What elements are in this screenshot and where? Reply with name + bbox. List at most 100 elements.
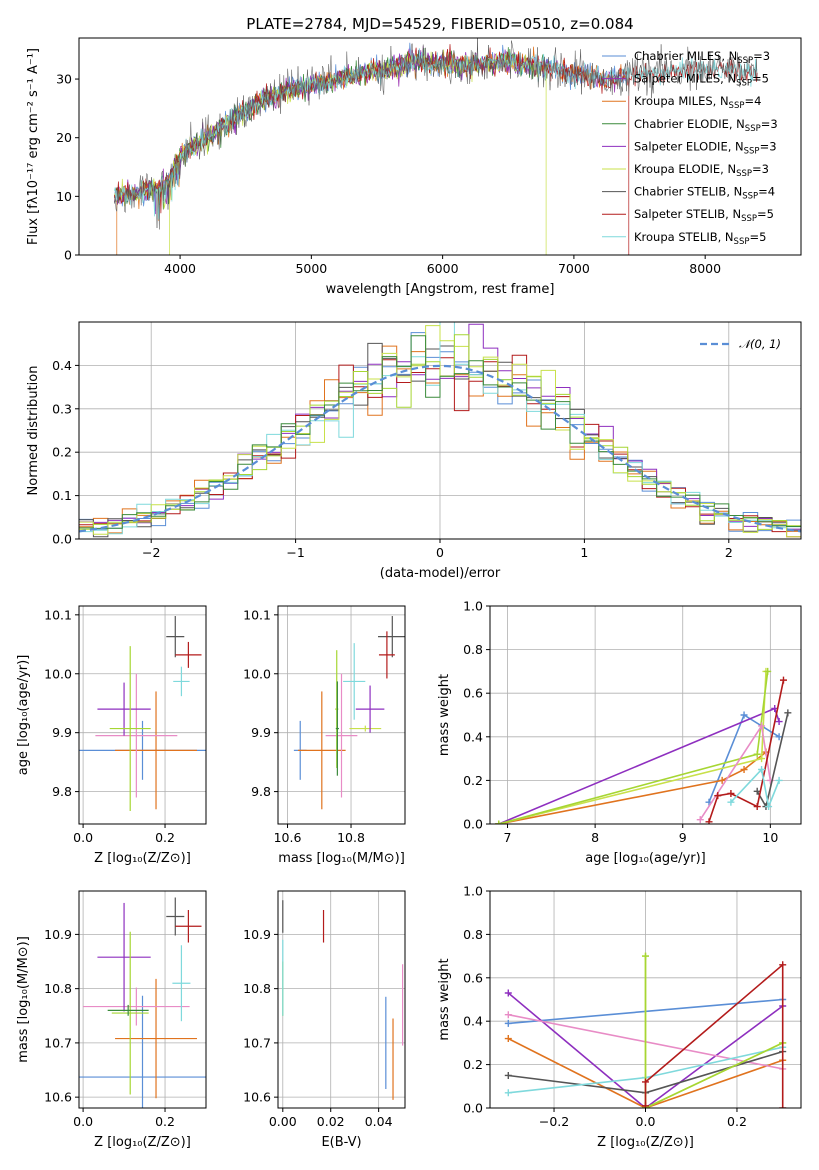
weight-marker: [779, 676, 787, 684]
y-tick-label: 0.6: [463, 686, 483, 701]
y-tick-label: 20: [56, 130, 72, 145]
x-tick-label: 7: [504, 830, 512, 845]
errorbar-point: [378, 631, 395, 679]
figure-title: PLATE=2784, MJD=54529, FIBERID=0510, z=0…: [246, 15, 633, 33]
weight-marker: [504, 1089, 512, 1097]
legend-count: =4: [744, 94, 761, 108]
weight-marker: [696, 816, 704, 824]
weight-line: [708, 679, 785, 823]
x-tick-label: −1: [286, 545, 304, 560]
legend-subscript: SSP: [736, 79, 752, 89]
y-tick-label: 1.0: [463, 884, 483, 899]
weight-line: [498, 671, 769, 824]
legend-subscript: SSP: [745, 124, 761, 134]
weight-marker: [504, 989, 512, 997]
y-tick-label: 30: [56, 72, 72, 87]
y-tick-label: 0.0: [463, 1101, 483, 1116]
y-tick-label: 10.6: [44, 1090, 72, 1105]
x-tick-label: 0.0: [73, 1114, 93, 1129]
x-tick-label: 8: [591, 830, 599, 845]
weight-line: [507, 1037, 783, 1108]
errorbar-point: [97, 902, 151, 1012]
weight-marker: [764, 667, 772, 675]
weight-line: [644, 956, 784, 1108]
errorbar-point: [335, 681, 339, 776]
x-tick-label: 0.02: [317, 1114, 345, 1129]
y-tick-label: 10.8: [44, 981, 72, 996]
z-weight-frame: [489, 890, 802, 1109]
x-axis-label: mass [log₁₀(M/M⊙)]: [278, 851, 405, 866]
errorbar-point: [109, 646, 151, 812]
ebv-mass-errorbars: [282, 900, 404, 1100]
x-tick-label: 8000: [689, 261, 721, 276]
legend-subscript: SSP: [737, 56, 753, 66]
y-tick-label: 0: [64, 248, 72, 263]
weight-marker: [758, 766, 766, 773]
legend-subscript: SSP: [729, 101, 745, 111]
weight-marker: [753, 803, 761, 811]
y-tick-label: 10.0: [44, 666, 72, 681]
weight-marker: [740, 711, 748, 719]
legend-entry: Kroupa ELODIE, NSSP=3: [634, 162, 769, 179]
weight-marker: [784, 709, 792, 717]
residuals-axes: −2 −1 0 1 2 0.0 0.1 0.2 0.3 0.4 (data-model)/error…: [26, 322, 801, 581]
y-tick-label: 10.7: [44, 1035, 72, 1050]
x-axis-label: wavelength [Angstrom, rest frame]: [326, 282, 555, 297]
legend-subscript: SSP: [744, 146, 760, 156]
errorbar-point: [175, 641, 202, 668]
legend-entry: Kroupa STELIB, NSSP=5: [634, 230, 766, 247]
legend-count: =3: [753, 49, 770, 63]
spectrum-axes: 4000 5000 6000 7000 8000 0 10 20 30 wavelength [A…: [26, 48, 721, 297]
y-tick-label: 9.8: [52, 784, 72, 799]
x-axis-label: Z [log₁₀(Z/Z⊙)]: [94, 1135, 191, 1150]
legend-subscript: SSP: [742, 192, 758, 202]
x-tick-label: 9: [679, 830, 687, 845]
weight-marker: [718, 776, 726, 784]
y-tick-label: 0.0: [52, 532, 72, 547]
mass-age-axes: 10.6 10.8 9.8 9.9 10.0 10.1 mass [log₁₀(M/M⊙)]: [243, 606, 405, 866]
weight-line: [644, 963, 784, 1108]
residual-histograms: [79, 322, 801, 538]
histogram-step: [79, 335, 801, 538]
x-axis-label: age [log₁₀(age/yr)]: [585, 851, 706, 866]
weight-marker: [504, 1071, 512, 1079]
spectrum-line: [114, 38, 758, 230]
legend-count: =3: [752, 162, 769, 176]
age-weight-frame: [489, 605, 802, 825]
x-tick-label: 1: [580, 545, 588, 560]
y-tick-label: 10.9: [243, 927, 271, 942]
weight-marker: [753, 750, 761, 758]
errorbar-point: [83, 987, 190, 1026]
weight-marker: [642, 1102, 649, 1108]
y-tick-label: 9.9: [52, 725, 72, 740]
x-tick-label: 0.00: [269, 1114, 297, 1129]
weight-marker: [642, 1078, 649, 1086]
legend-entry: 𝒩(0, 1): [739, 337, 781, 351]
x-tick-label: 7000: [558, 261, 590, 276]
x-tick-label: −2: [142, 545, 160, 560]
spectrum-frame: [78, 37, 802, 256]
y-tick-label: 0.8: [463, 642, 483, 657]
residuals-frame: [78, 321, 802, 540]
legend-count: =5: [752, 72, 769, 86]
weight-marker: [779, 961, 787, 969]
errorbar-point: [166, 616, 185, 658]
spectrum-lines: [114, 38, 758, 255]
x-tick-label: 2: [725, 545, 733, 560]
z-mass-errorbars: [79, 897, 206, 1108]
errorbar-point: [166, 897, 185, 936]
x-tick-label: 0.0: [636, 1114, 656, 1129]
x-tick-label: 10: [762, 830, 778, 845]
legend-entry: Salpeter ELODIE, NSSP=3: [634, 139, 777, 156]
x-tick-label: 6000: [427, 261, 459, 276]
y-tick-label: 10.6: [243, 1090, 271, 1105]
errorbar-point: [378, 616, 405, 658]
y-axis-label: mass weight: [437, 674, 452, 756]
x-axis-label: Z [log₁₀(Z/Z⊙)]: [597, 1135, 694, 1150]
weight-marker: [727, 789, 735, 797]
x-tick-label: 10.8: [337, 830, 365, 845]
weight-marker: [740, 766, 748, 773]
weight-marker: [495, 820, 503, 824]
x-tick-label: −0.2: [539, 1114, 569, 1129]
